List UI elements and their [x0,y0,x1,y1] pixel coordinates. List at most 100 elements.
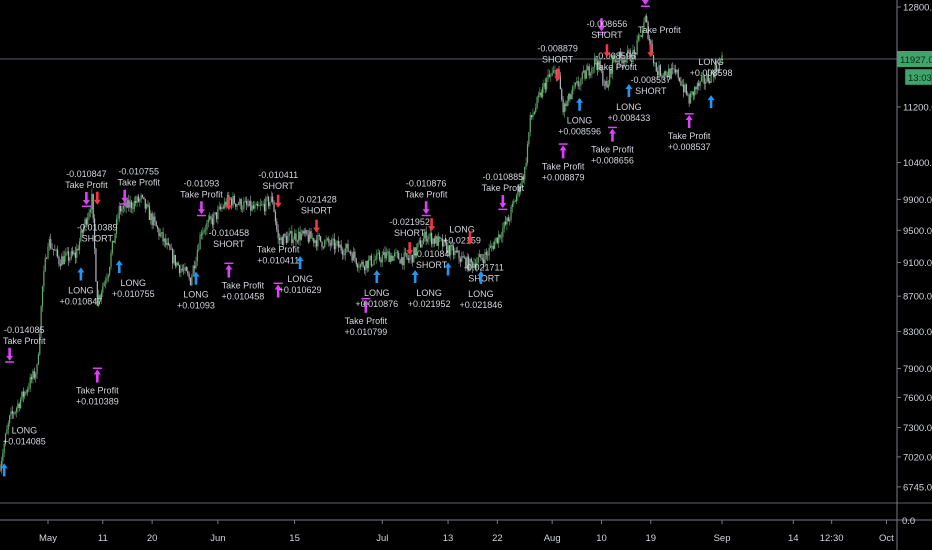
candle [85,219,87,225]
candle [30,377,33,380]
signal-label: Take Profit [345,316,388,326]
candle [36,364,38,375]
signal-take-profit-short[interactable]: Take Profit+0.008537 [668,113,711,152]
signal-long[interactable]: LONG+0.008598 [690,57,733,109]
signal-take-profit-short[interactable]: Take Profit+0.008879 [542,143,585,182]
signal-long[interactable]: LONG+0.008433 [607,83,650,123]
signal-long[interactable]: LONG+0.021952 [408,269,451,309]
candle [265,197,267,212]
signal-long[interactable]: LONG+0.021846 [460,270,503,310]
signal-take-profit-short[interactable]: Take Profit+0.010411 [257,245,300,298]
candle [80,230,82,242]
candle [324,240,326,248]
signal-long[interactable]: LONG+0.010755 [112,260,155,299]
signal-long[interactable]: LONG+0.01093 [177,271,215,311]
take-profit-bar [498,208,508,211]
candle [176,262,178,266]
signal-long[interactable]: LONG+0.010629 [279,255,322,295]
candle [237,204,240,205]
price-axis[interactable]: 12800.0 11200.0 10400.0 9900.0 9500.0 9100.0 8… [897,3,932,494]
candle [420,240,422,248]
candle [428,236,430,240]
signal-take-profit-short[interactable]: Take Profit+0.008656 [591,126,634,166]
candle [61,256,63,266]
candle [696,83,698,90]
candle [394,253,396,256]
candle [9,415,11,424]
candle [83,227,85,233]
candle [215,212,218,220]
candle [258,205,260,207]
candle [688,95,690,104]
signal-take-profit-short[interactable]: Take Profit+0.010799 [344,297,388,337]
candle [562,99,564,113]
candle [304,230,307,234]
signal-long[interactable]: LONG+0.02159 [443,225,481,276]
candle [196,250,198,262]
candle [181,268,183,270]
candle [141,195,144,197]
signal-label: SHORT [542,54,574,64]
candle [307,234,309,242]
candle [661,75,663,77]
candle [295,233,297,242]
candle [63,255,66,265]
signal-take-profit-short[interactable]: Take Profit+0.010389 [76,367,119,407]
candle [26,389,29,393]
candle [677,69,679,78]
candle [474,263,477,268]
candle [666,75,668,77]
signal-long[interactable]: LONG+0.010847 [59,267,102,306]
candle [333,238,335,250]
candle [391,255,393,261]
candle [488,248,490,256]
candle [241,208,244,210]
candle [432,238,434,245]
time-axis[interactable]: May 11 20 Jun 15 Jul 13 22 Aug 10 19 Sep 14 12:30 Oct [39,520,894,544]
candle [585,70,588,79]
candle [315,240,318,247]
candle [200,234,203,236]
candle [193,265,196,269]
candle [358,267,360,269]
candle [383,251,385,256]
candle [299,231,301,240]
candle [481,258,483,260]
signal-label: +0.008596 [558,127,601,137]
candle [132,208,134,209]
signal-label: -0.008596 [595,51,636,61]
candle [544,82,546,90]
signal-take-profit-short[interactable]: Take Profit+0.010458 [221,262,265,302]
signal-long[interactable]: LONG+0.014085 [0,425,46,477]
signal-take-profit-long[interactable]: Take Profit [638,0,681,35]
candle [398,252,400,260]
candle [694,87,696,96]
candle [644,16,646,22]
candle [587,66,589,71]
candle [314,240,316,243]
signal-long[interactable]: LONG+0.010876 [355,269,398,309]
signal-long[interactable]: LONG+0.008596 [558,97,601,137]
take-profit-up-arrow-icon [225,264,233,278]
candle [436,236,438,246]
candle [69,258,71,261]
candle [198,249,200,251]
